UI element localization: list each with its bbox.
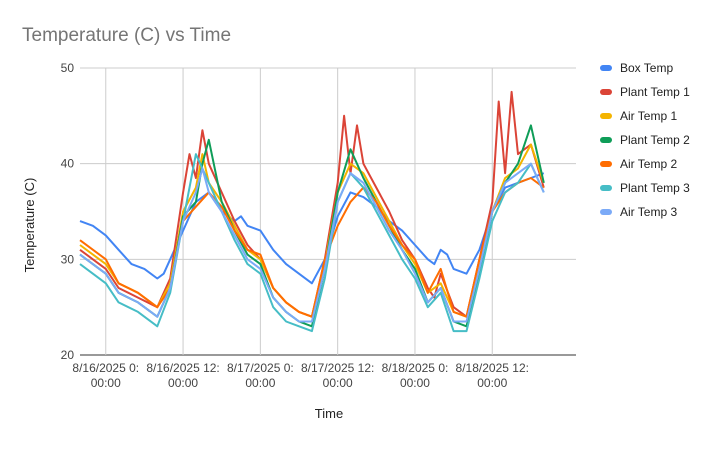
x-axis-ticks: 8/16/2025 0:00:008/16/2025 12:00:008/17/… <box>72 361 529 390</box>
legend-item-plant-temp-2: Plant Temp 2 <box>600 133 690 147</box>
y-tick-label: 20 <box>61 348 75 362</box>
x-tick-label-time: 00:00 <box>400 376 430 390</box>
y-tick-label: 30 <box>61 252 75 266</box>
x-tick-label: 8/17/2025 0: <box>227 361 294 375</box>
legend-item-air-temp-3: Air Temp 3 <box>600 205 677 219</box>
x-tick-label: 8/17/2025 12: <box>301 361 374 375</box>
x-tick-label-time: 00:00 <box>91 376 121 390</box>
series-line-plant-temp-3 <box>79 153 545 333</box>
series-layer <box>79 90 545 333</box>
legend-swatch <box>600 65 612 71</box>
legend-item-air-temp-1: Air Temp 1 <box>600 109 677 123</box>
legend-swatch <box>600 209 612 215</box>
legend-swatch <box>600 113 612 119</box>
series-line-air-temp-3 <box>79 162 545 323</box>
legend-item-plant-temp-1: Plant Temp 1 <box>600 85 690 99</box>
legend-label: Air Temp 1 <box>620 109 677 123</box>
x-tick-label: 8/16/2025 12: <box>146 361 219 375</box>
y-axis-title: Temperature (C) <box>22 178 37 273</box>
legend-item-air-temp-2: Air Temp 2 <box>600 157 677 171</box>
legend-label: Air Temp 2 <box>620 157 677 171</box>
legend-label: Plant Temp 2 <box>620 133 690 147</box>
legend: Box Temp Plant Temp 1 Air Temp 1 Plant Temp… <box>600 61 690 219</box>
x-tick-label: 8/18/2025 0: <box>382 361 449 375</box>
x-tick-label-time: 00:00 <box>477 376 507 390</box>
legend-label: Air Temp 3 <box>620 205 677 219</box>
series-line-box-temp <box>79 172 545 285</box>
legend-label: Plant Temp 1 <box>620 85 690 99</box>
x-tick-label-time: 00:00 <box>323 376 353 390</box>
y-axis-ticks: 20 30 40 50 <box>61 61 75 362</box>
legend-label: Box Temp <box>620 61 673 75</box>
legend-swatch <box>600 137 612 143</box>
x-tick-label-time: 00:00 <box>168 376 198 390</box>
chart-title: Temperature (C) vs Time <box>22 25 231 46</box>
x-tick-label: 8/16/2025 0: <box>72 361 139 375</box>
x-tick-label: 8/18/2025 12: <box>456 361 529 375</box>
legend-item-box-temp: Box Temp <box>600 61 673 75</box>
legend-swatch <box>600 185 612 191</box>
legend-label: Plant Temp 3 <box>620 181 690 195</box>
x-axis-title: Time <box>315 406 343 421</box>
legend-item-plant-temp-3: Plant Temp 3 <box>600 181 690 195</box>
legend-swatch <box>600 161 612 167</box>
y-tick-label: 50 <box>61 61 75 75</box>
y-tick-label: 40 <box>61 157 75 171</box>
legend-swatch <box>600 89 612 95</box>
gridlines <box>80 67 576 356</box>
x-tick-label-time: 00:00 <box>245 376 275 390</box>
